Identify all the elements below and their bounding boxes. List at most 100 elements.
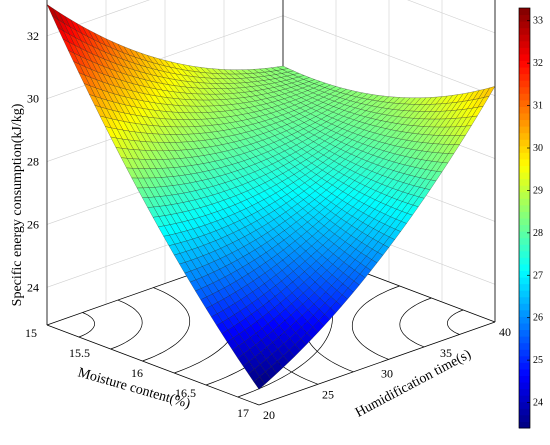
z-tick-label: 24 [27, 280, 39, 294]
colorbar-segment [519, 309, 530, 317]
colorbar-segment [519, 270, 530, 278]
colorbar-frame [518, 7, 531, 429]
colorbar-segment [519, 67, 530, 75]
axis-edge [258, 321, 496, 406]
colorbar-segment [519, 224, 530, 232]
colorbar-segment [519, 47, 530, 55]
x-tick-label: 20 [263, 408, 275, 422]
x-tick-label: 40 [499, 325, 511, 339]
colorbar-segment [519, 185, 530, 193]
colorbar-segment [519, 27, 530, 35]
colorbar-segment [519, 375, 530, 383]
colorbar-segment [519, 218, 530, 226]
colorbar-segment [519, 204, 530, 212]
colorbar-segment [519, 145, 530, 153]
colorbar-segment [519, 165, 530, 173]
colorbar-segment [519, 303, 530, 311]
x-tick-label: 25 [322, 387, 334, 401]
colorbar-segment [519, 80, 530, 88]
x-tick-label: 30 [381, 367, 393, 381]
colorbar-segment [519, 191, 530, 199]
contour-line [142, 287, 191, 362]
surface-cell [253, 376, 266, 390]
colorbar-segment [519, 414, 530, 422]
colorbar-tick-label: 30 [533, 143, 543, 154]
colorbar-segment [519, 211, 530, 219]
colorbar-segment [519, 139, 530, 147]
colorbar-tick-label: 33 [533, 16, 543, 27]
colorbar-segment [519, 323, 530, 331]
colorbar-segment [519, 231, 530, 239]
x-tick-label: 35 [440, 346, 452, 360]
colorbar-segment [519, 34, 530, 42]
colorbar-segment [519, 60, 530, 68]
colorbar-segment [519, 421, 530, 429]
colorbar-segment [519, 8, 530, 16]
colorbar-segment [519, 14, 530, 22]
colorbar-tick-label: 28 [533, 228, 543, 239]
colorbar-segment [519, 401, 530, 409]
colorbar-segment [519, 316, 530, 324]
z-tick-label: 28 [27, 155, 39, 169]
colorbar-segment [519, 257, 530, 265]
colorbar-segment [519, 126, 530, 134]
colorbar-segment [519, 132, 530, 140]
contour-line [399, 297, 432, 348]
colorbar-segment [519, 395, 530, 403]
colorbar-segment [519, 198, 530, 206]
colorbar-segment [519, 86, 530, 94]
y-tick-label: 15.5 [69, 346, 90, 360]
colorbar-tick-label: 31 [533, 101, 543, 112]
response-surface [46, 4, 496, 390]
z-tick-label: 30 [27, 92, 39, 106]
colorbar-segment [519, 93, 530, 101]
colorbar-segment [519, 336, 530, 344]
grid-line-side [407, 0, 496, 34]
z-tick-label: 32 [27, 29, 39, 43]
colorbar-segment [519, 362, 530, 370]
colorbar-segment [519, 349, 530, 357]
colorbar-segment [519, 113, 530, 121]
colorbar-segment [519, 250, 530, 258]
colorbar-segment [519, 21, 530, 29]
colorbar-segment [519, 106, 530, 114]
colorbar-segment [519, 408, 530, 416]
colorbar-segment [519, 158, 530, 166]
z-tick-label: 26 [27, 217, 39, 231]
colorbar-segment [519, 388, 530, 396]
colorbar-segment [519, 172, 530, 180]
colorbar-tick-label: 29 [533, 185, 543, 196]
colorbar-segment [519, 342, 530, 350]
colorbar-segment [519, 368, 530, 376]
x-axis-label: Humidification time(s) [353, 347, 474, 421]
colorbar-segment [519, 290, 530, 298]
colorbar-segment [519, 283, 530, 291]
y-tick-label: 15 [25, 326, 37, 340]
axis-edge [46, 324, 260, 406]
y-tick-label: 16 [131, 366, 143, 380]
contour-line [351, 285, 400, 360]
colorbar-tick-label: 32 [533, 58, 543, 69]
colorbar-segment [519, 263, 530, 271]
z-axis-label: Specific energy consumption(kJ/kg) [10, 103, 25, 306]
colorbar-tick-label: 26 [533, 313, 543, 324]
colorbar-segment [519, 382, 530, 390]
contour-line [447, 309, 464, 335]
colorbar-tick-label: 24 [533, 398, 543, 409]
colorbar-tick-label: 25 [533, 355, 543, 366]
colorbar-tick-label: 27 [533, 270, 543, 281]
colorbar-segment [519, 119, 530, 127]
contour-line [110, 299, 143, 350]
colorbar-segment [519, 237, 530, 245]
y-tick-label: 16.5 [175, 386, 196, 400]
colorbar-segment [519, 244, 530, 252]
colorbar-segment [519, 178, 530, 186]
y-tick-label: 17 [237, 406, 249, 420]
colorbar-segment [519, 277, 530, 285]
colorbar-segment [519, 355, 530, 363]
colorbar-segment [519, 152, 530, 160]
colorbar-segment [519, 99, 530, 107]
colorbar-segment [519, 53, 530, 61]
grid-line-back [46, 0, 150, 37]
